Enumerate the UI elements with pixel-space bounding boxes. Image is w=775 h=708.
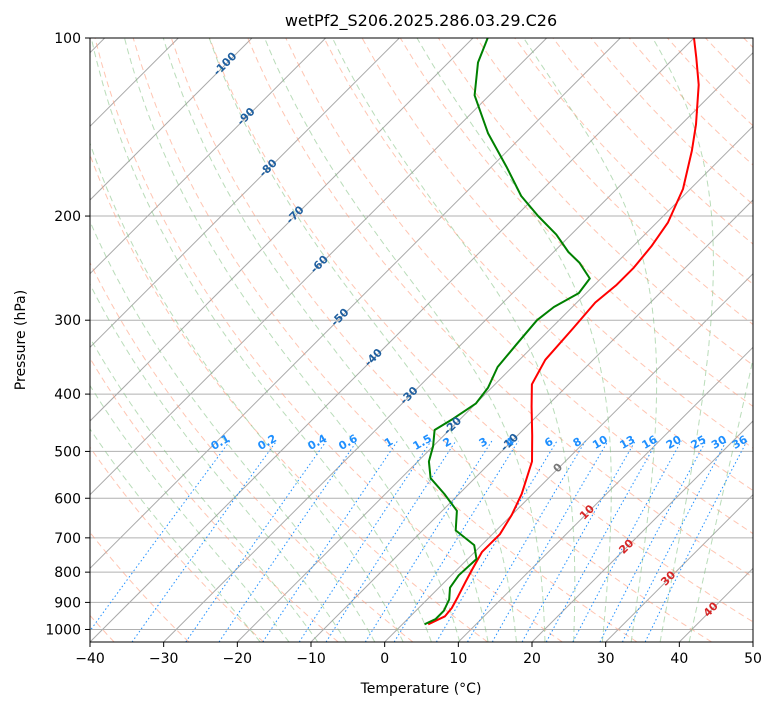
- pressure-gridlines: [90, 38, 753, 630]
- isotherm-lines: [90, 38, 753, 642]
- y-tick-label: 300: [54, 313, 81, 329]
- moist-adiabat: [90, 220, 376, 642]
- isotherm-line: [90, 38, 695, 642]
- x-tick-label: 50: [744, 651, 762, 667]
- moist-adiabat: [688, 356, 753, 642]
- moist-adiabat: [264, 38, 546, 642]
- y-tick-label: 500: [54, 444, 81, 460]
- mixing-ratio-line: [435, 440, 558, 642]
- mixing-ratio-line: [262, 440, 399, 642]
- mixing-ratio-line: [298, 440, 432, 642]
- moist-adiabat: [90, 283, 347, 642]
- mixing-ratio-line: [185, 440, 327, 642]
- y-axis-ticks: 1000 900 800 700 600 500 400 300 200 100: [45, 31, 90, 638]
- y-tick-label: 400: [54, 387, 81, 403]
- y-tick-label: 1000: [45, 622, 81, 638]
- moist-adiabat: [124, 38, 461, 642]
- mixing-ratio-line: [545, 440, 658, 642]
- x-tick-label: 20: [523, 651, 541, 667]
- y-tick-label: 800: [54, 565, 81, 581]
- dry-adiabat: [90, 261, 414, 642]
- mixing-ratio-line: [521, 440, 636, 642]
- x-tick-label: −40: [75, 651, 105, 667]
- mixing-ratio-line: [364, 440, 493, 642]
- isotherm-line: [90, 38, 621, 570]
- isotherm-line: [384, 272, 753, 642]
- isotherm-line: [457, 346, 753, 642]
- x-tick-label: 0: [380, 651, 389, 667]
- y-tick-label: 100: [54, 31, 81, 47]
- moist-adiabat: [331, 38, 576, 642]
- dry-adiabat: [170, 38, 712, 642]
- plot-background: [90, 38, 753, 642]
- y-tick-label: 200: [54, 209, 81, 225]
- y-tick-label: 700: [54, 531, 81, 547]
- x-tick-label: 10: [449, 651, 467, 667]
- moist-adiabat: [90, 337, 319, 642]
- mixing-ratio-line: [467, 440, 586, 642]
- mixing-ratio-line: [90, 440, 231, 632]
- moist-adiabat: [90, 141, 404, 642]
- isotherm-line: [163, 51, 753, 642]
- chart-title: wetPf2_S206.2025.286.03.29.C26: [285, 11, 557, 31]
- x-tick-label: −30: [149, 651, 179, 667]
- mixing-ratio-line: [393, 440, 519, 642]
- moist-adiabat: [90, 38, 432, 642]
- dewpoint-profile-line: [424, 38, 591, 626]
- moist-adiabat: [523, 38, 658, 642]
- mixing-ratio-line: [218, 440, 358, 642]
- x-tick-label: 30: [597, 651, 615, 667]
- moist-adiabat: [652, 38, 714, 642]
- mixing-ratio-line: [325, 440, 457, 642]
- isotherm-line: [90, 38, 474, 422]
- dry-adiabat: [514, 38, 753, 285]
- isotherm-line: [90, 38, 400, 349]
- moist-adiabat: [162, 38, 489, 642]
- dry-adiabat: [285, 38, 753, 535]
- dry-adiabat-lines: [90, 38, 753, 642]
- y-axis-title: Pressure (hPa): [13, 290, 29, 390]
- y-tick-label: 600: [54, 491, 81, 507]
- x-axis-title: Temperature (°C): [360, 681, 482, 697]
- moist-adiabat: [208, 38, 517, 642]
- dry-adiabat: [476, 38, 753, 326]
- temperature-profile-line: [427, 38, 700, 626]
- x-tick-label: −10: [296, 651, 326, 667]
- dry-adiabat: [90, 357, 339, 642]
- isotherm-line: [90, 38, 253, 201]
- x-axis-ticks: −40 −30 −20 −10 0 10 20 30 40 50: [75, 642, 762, 667]
- dry-adiabat: [209, 38, 753, 623]
- dry-adiabat: [247, 38, 753, 578]
- y-tick-label: 900: [54, 595, 81, 611]
- dry-adiabat: [323, 38, 753, 492]
- sounding-profiles: [424, 38, 700, 626]
- moist-adiabat: [416, 38, 612, 642]
- x-tick-label: −20: [223, 651, 253, 667]
- isotherm-line: [90, 38, 548, 496]
- isotherm-line: [236, 125, 753, 642]
- dry-adiabat: [90, 446, 264, 642]
- moist-adiabat-lines: [90, 38, 753, 642]
- mixing-ratio-line: [491, 440, 609, 642]
- isotherm-line: [531, 420, 753, 642]
- plot-frame: [89, 37, 754, 643]
- moist-adiabat: [90, 427, 261, 642]
- mixing-ratio-lines: [90, 440, 748, 642]
- moist-adiabat: [90, 384, 290, 642]
- dry-adiabat: [94, 38, 563, 642]
- isotherm-line: [605, 493, 753, 642]
- mixing-ratio-line: [644, 440, 748, 642]
- isotherm-line: [90, 38, 327, 275]
- x-tick-label: 40: [670, 651, 688, 667]
